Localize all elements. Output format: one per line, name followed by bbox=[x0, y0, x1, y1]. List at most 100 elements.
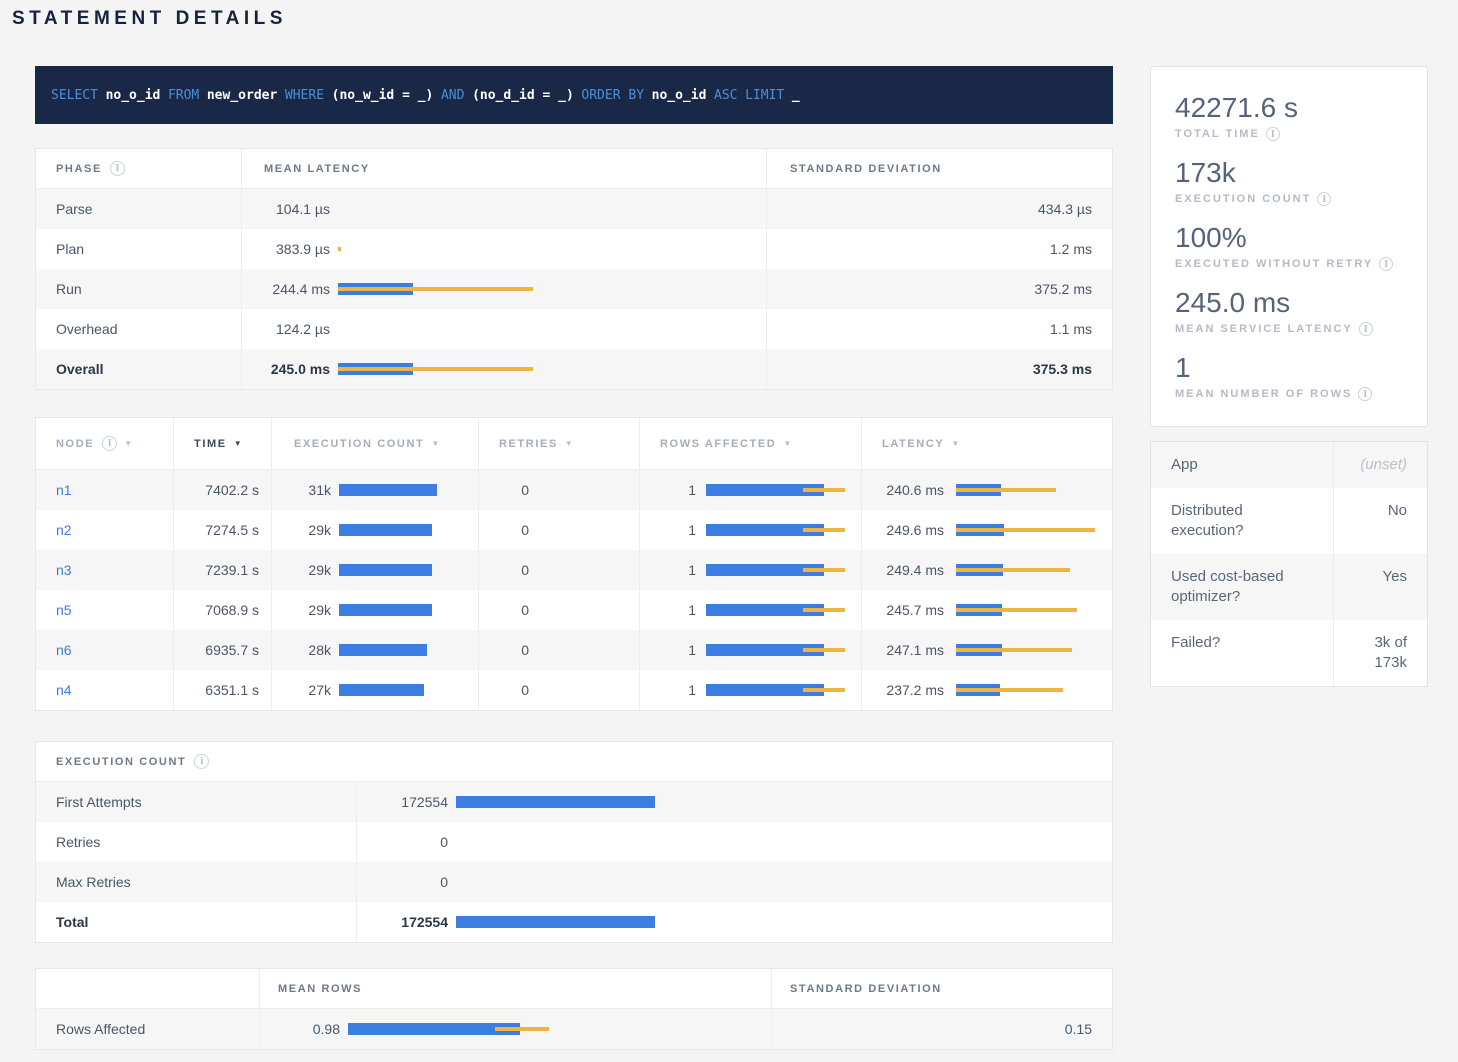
sort-desc-icon: ▼ bbox=[783, 439, 793, 448]
sql-expression: (no_w_id = _) bbox=[332, 88, 434, 103]
rows-affected-header: Mean Rows Standard Deviation bbox=[36, 969, 1112, 1009]
node-time-value: 7068.9 s bbox=[205, 602, 259, 618]
exec-count-bar-fill bbox=[339, 564, 432, 576]
info-icon[interactable]: i bbox=[102, 436, 117, 451]
latency-stdev-whisker bbox=[956, 568, 1070, 572]
latency-column-header[interactable]: Latency ▼ bbox=[861, 418, 1112, 469]
sql-keyword: AND bbox=[441, 88, 464, 103]
node-retries-value: 0 bbox=[485, 602, 529, 618]
node-rows-affected-value: 1 bbox=[646, 682, 696, 698]
node-row: n3 7239.1 s 29k 0 1 bbox=[36, 550, 1112, 590]
exec-row-value: 0 bbox=[363, 874, 448, 890]
exec-count-bar-fill bbox=[339, 684, 424, 696]
exec-count-bar bbox=[339, 684, 474, 696]
node-time-value: 7274.5 s bbox=[205, 522, 259, 538]
node-link[interactable]: n4 bbox=[56, 682, 72, 698]
distributed-execution-value: No bbox=[1334, 488, 1427, 554]
cost-based-optimizer-row: Used cost-based optimizer? Yes bbox=[1151, 554, 1427, 620]
execution-count-section-label: Execution Count bbox=[56, 756, 186, 768]
latency-header-label: Latency bbox=[882, 438, 944, 450]
phase-name: Run bbox=[56, 281, 82, 297]
latency-stdev-whisker bbox=[956, 648, 1072, 652]
info-icon[interactable]: i bbox=[194, 754, 209, 769]
node-row: n5 7068.9 s 29k 0 1 bbox=[36, 590, 1112, 630]
exec-count-bar bbox=[339, 644, 474, 656]
retries-column-header[interactable]: Retries ▼ bbox=[478, 418, 639, 469]
node-rows-affected-value: 1 bbox=[646, 602, 696, 618]
table-row: Retries 0 bbox=[36, 822, 1112, 862]
distributed-execution-label: Distributed execution? bbox=[1151, 488, 1334, 554]
stat-label-text: Mean Service Latency bbox=[1175, 323, 1353, 335]
latency-stdev-whisker bbox=[956, 528, 1095, 532]
node-exec-count-value: 31k bbox=[278, 482, 331, 498]
info-icon[interactable]: i bbox=[1317, 192, 1331, 206]
stdev-header-label: Standard Deviation bbox=[790, 983, 942, 995]
exec-count-bar bbox=[339, 604, 474, 616]
execution-count-column-header[interactable]: Execution Count ▼ bbox=[271, 418, 478, 469]
node-link[interactable]: n3 bbox=[56, 562, 72, 578]
summary-stats-card: 42271.6 s Total Time i 173k Execution Co… bbox=[1150, 66, 1428, 427]
node-row: n6 6935.7 s 28k 0 1 bbox=[36, 630, 1112, 670]
failed-value: 3k of 173k bbox=[1334, 620, 1427, 686]
phase-name: Plan bbox=[56, 241, 84, 257]
node-time-value: 7239.1 s bbox=[205, 562, 259, 578]
node-retries-value: 0 bbox=[485, 682, 529, 698]
sort-desc-icon: ▼ bbox=[951, 439, 961, 448]
stat-value: 42271.6 s bbox=[1175, 91, 1403, 124]
rows-affected-label: Rows Affected bbox=[56, 1021, 145, 1037]
rows-stdev-whisker bbox=[803, 688, 845, 692]
info-icon[interactable]: i bbox=[1359, 322, 1373, 336]
rows-affected-bar bbox=[706, 684, 856, 696]
node-row: n1 7402.2 s 31k 0 1 bbox=[36, 470, 1112, 510]
distributed-execution-row: Distributed execution? No bbox=[1151, 488, 1427, 554]
stat-label: Mean Number of Rows i bbox=[1175, 387, 1403, 401]
rows-affected-column-header[interactable]: Rows Affected ▼ bbox=[639, 418, 861, 469]
info-icon[interactable]: i bbox=[1266, 127, 1280, 141]
sql-statement-box: SELECT no_o_id FROM new_order WHERE (no_… bbox=[35, 66, 1113, 124]
app-label: App bbox=[1151, 442, 1334, 488]
node-statistics-table: Node i ▼ Time ▼ Execution Count ▼ Retrie… bbox=[35, 417, 1113, 711]
exec-count-bar-fill bbox=[339, 484, 437, 496]
node-latency-value: 247.1 ms bbox=[868, 642, 944, 658]
node-link[interactable]: n6 bbox=[56, 642, 72, 658]
rows-affected-table: Mean Rows Standard Deviation Rows Affect… bbox=[35, 968, 1113, 1050]
rows-affected-row: Rows Affected 0.98 0.15 bbox=[36, 1009, 1112, 1049]
summary-stat: 173k Execution Count i bbox=[1175, 156, 1403, 206]
table-row: Parse 104.1 µs 434.3 µs bbox=[36, 189, 1112, 229]
node-link[interactable]: n5 bbox=[56, 602, 72, 618]
phase-table-body: Parse 104.1 µs 434.3 µs Plan 383.9 µs bbox=[36, 189, 1112, 389]
stat-label: Mean Service Latency i bbox=[1175, 322, 1403, 336]
node-link[interactable]: n2 bbox=[56, 522, 72, 538]
stat-label-text: Mean Number of Rows bbox=[1175, 388, 1352, 400]
info-icon[interactable]: i bbox=[1379, 257, 1393, 271]
table-row: First Attempts 172554 bbox=[36, 782, 1112, 822]
mean-latency-column-header: Mean Latency bbox=[241, 149, 766, 188]
time-column-header[interactable]: Time ▼ bbox=[173, 418, 271, 469]
exec-count-bar bbox=[456, 916, 1076, 928]
info-icon[interactable]: i bbox=[1358, 387, 1372, 401]
stat-label: Executed without Retry i bbox=[1175, 257, 1403, 271]
exec-count-bar-fill bbox=[339, 524, 432, 536]
stat-label: Total Time i bbox=[1175, 127, 1403, 141]
node-retries-value: 0 bbox=[485, 522, 529, 538]
failed-row: Failed? 3k of 173k bbox=[1151, 620, 1427, 686]
latency-bar bbox=[956, 484, 1106, 496]
info-icon[interactable]: i bbox=[110, 161, 125, 176]
node-latency-value: 240.6 ms bbox=[868, 482, 944, 498]
table-row: Plan 383.9 µs 1.2 ms bbox=[36, 229, 1112, 269]
time-header-label: Time bbox=[194, 438, 227, 450]
mean-rows-header-label: Mean Rows bbox=[278, 983, 362, 995]
latency-stdev-whisker bbox=[956, 608, 1077, 612]
stdev-whisker bbox=[338, 367, 533, 371]
sort-desc-icon: ▼ bbox=[565, 439, 575, 448]
node-time-value: 6935.7 s bbox=[205, 642, 259, 658]
empty-header-cell bbox=[36, 969, 259, 1008]
cost-based-optimizer-value: Yes bbox=[1334, 554, 1427, 620]
mean-rows-column-header: Mean Rows bbox=[259, 969, 771, 1008]
node-link[interactable]: n1 bbox=[56, 482, 72, 498]
sql-expression: (no_d_id = _) bbox=[472, 88, 574, 103]
node-time-value: 7402.2 s bbox=[205, 482, 259, 498]
node-row: n4 6351.1 s 27k 0 1 bbox=[36, 670, 1112, 710]
node-column-header[interactable]: Node i ▼ bbox=[36, 418, 173, 469]
node-exec-count-value: 29k bbox=[278, 602, 331, 618]
